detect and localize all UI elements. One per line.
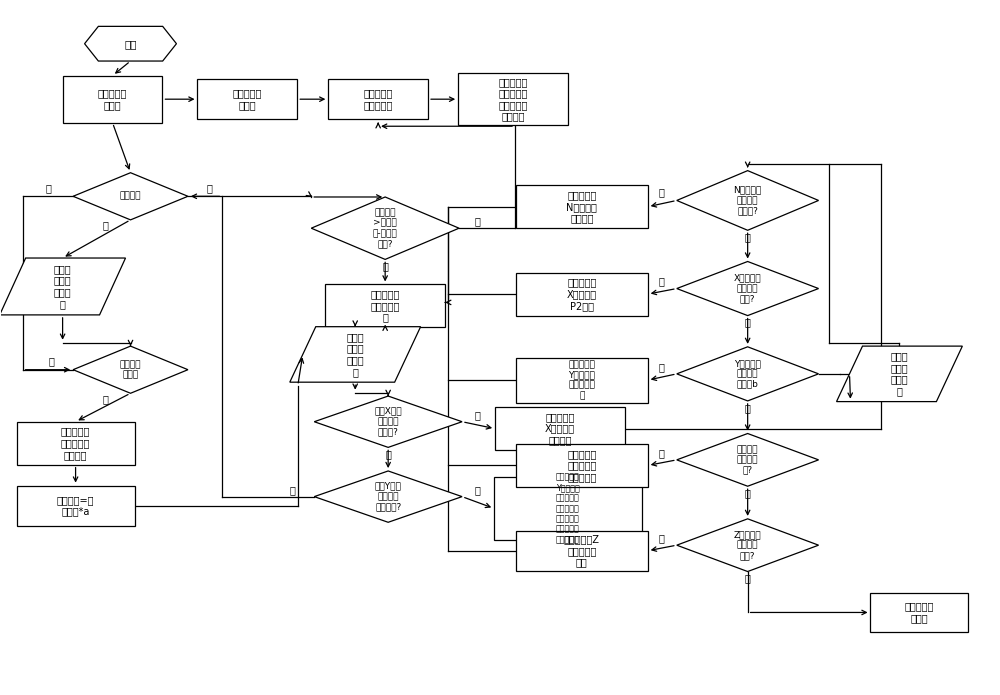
Text: 提示：关闭
Y号扇形段
辊缝控制液
压: 提示：关闭 Y号扇形段 辊缝控制液 压 <box>568 360 595 400</box>
Text: 提示：关闭
X号驱动辊
升降液压: 提示：关闭 X号驱动辊 升降液压 <box>545 412 575 445</box>
Polygon shape <box>677 519 819 571</box>
FancyBboxPatch shape <box>17 486 135 525</box>
Text: 连铸机
状态跟
踪信息
库: 连铸机 状态跟 踪信息 库 <box>346 332 364 377</box>
Text: 是: 是 <box>474 484 480 495</box>
FancyBboxPatch shape <box>458 73 568 125</box>
Polygon shape <box>677 347 819 401</box>
Polygon shape <box>311 197 459 259</box>
Text: 否: 否 <box>745 318 751 327</box>
Text: 是: 是 <box>659 187 665 197</box>
Text: 连铸机是
否浇注: 连铸机是 否浇注 <box>120 360 141 379</box>
Polygon shape <box>677 171 819 230</box>
Text: 提示：关闭
X号驱动辊
P2液压: 提示：关闭 X号驱动辊 P2液压 <box>567 277 597 311</box>
Text: 否: 否 <box>385 449 391 459</box>
FancyBboxPatch shape <box>197 79 297 120</box>
FancyBboxPatch shape <box>495 407 625 450</box>
Text: 开始: 开始 <box>124 39 137 49</box>
Text: 是: 是 <box>103 394 108 404</box>
Text: 当前Y号扇
形段辊缝
下降操作?: 当前Y号扇 形段辊缝 下降操作? <box>375 482 402 512</box>
Text: 否: 否 <box>745 232 751 243</box>
FancyBboxPatch shape <box>516 530 648 571</box>
Text: 当前X号驱
动辊力升
降操作?: 当前X号驱 动辊力升 降操作? <box>374 407 402 436</box>
Text: 提示：检查
Y号扇形段
情况，如漏
油等铸坯通
过扇形段后
关闭该段辊
缝控制液压: 提示：检查 Y号扇形段 情况，如漏 油等铸坯通 过扇形段后 关闭该段辊 缝控制液… <box>556 473 580 544</box>
Text: 油位下跌: 油位下跌 <box>120 192 141 201</box>
Text: 油箱油位历
史数据: 油箱油位历 史数据 <box>233 88 262 110</box>
Text: 连铸机
状态跟
踪信息
库: 连铸机 状态跟 踪信息 库 <box>54 264 71 309</box>
Text: Z号二冷幅
切调整不
到位?: Z号二冷幅 切调整不 到位? <box>734 530 761 560</box>
Polygon shape <box>290 327 421 382</box>
Text: 是: 是 <box>659 362 665 372</box>
Text: 提示：关闭
N号切割升
降辊液压: 提示：关闭 N号切割升 降辊液压 <box>566 190 597 223</box>
Polygon shape <box>314 471 462 522</box>
Text: 是: 是 <box>382 261 388 271</box>
Text: 是: 是 <box>474 410 480 420</box>
Polygon shape <box>73 173 188 220</box>
Text: 是: 是 <box>659 448 665 458</box>
Text: 连铸机
状态跟
踪信息
库: 连铸机 状态跟 踪信息 库 <box>891 352 908 396</box>
FancyBboxPatch shape <box>516 357 648 402</box>
FancyBboxPatch shape <box>516 185 648 228</box>
Text: 油位偏差=开
浇长度*a: 油位偏差=开 浇长度*a <box>57 495 94 516</box>
Text: 否: 否 <box>45 183 51 193</box>
Text: 计算机计算
开浇过程油
位偏差量: 计算机计算 开浇过程油 位偏差量 <box>61 427 90 460</box>
Text: 否: 否 <box>474 216 480 227</box>
Text: 连铸机开浇
过程漏油报
警: 连铸机开浇 过程漏油报 警 <box>370 289 400 322</box>
Polygon shape <box>677 261 819 316</box>
Text: 输出连铸机
液压消耗及
连铸机漏油
信息报表: 输出连铸机 液压消耗及 连铸机漏油 信息报表 <box>498 76 528 122</box>
FancyBboxPatch shape <box>870 593 968 632</box>
Text: 连铸机状态
跟踪信息库: 连铸机状态 跟踪信息库 <box>363 88 393 110</box>
Text: 否: 否 <box>289 484 295 495</box>
Polygon shape <box>0 258 126 315</box>
FancyBboxPatch shape <box>325 284 445 327</box>
Text: 是: 是 <box>103 220 108 231</box>
Text: 否: 否 <box>745 573 751 584</box>
Text: 当前结晶
器调宽操
作?: 当前结晶 器调宽操 作? <box>737 445 758 475</box>
FancyBboxPatch shape <box>516 272 648 316</box>
FancyBboxPatch shape <box>516 444 648 487</box>
Text: 油箱油位实
时检测: 油箱油位实 时检测 <box>98 88 127 110</box>
FancyBboxPatch shape <box>17 422 135 465</box>
Text: 浇注过程漏
油报警: 浇注过程漏 油报警 <box>905 602 934 623</box>
FancyBboxPatch shape <box>494 477 642 540</box>
FancyBboxPatch shape <box>328 79 428 120</box>
Polygon shape <box>314 396 462 448</box>
Text: N号切割升
降辊升降
不到位?: N号切割升 降辊升降 不到位? <box>734 186 762 215</box>
Text: 提示：停止
调宽操作，
结晶器夹紧: 提示：停止 调宽操作， 结晶器夹紧 <box>567 449 597 482</box>
Text: 油位下跌
>油位实
测-开浇偏
差量?: 油位下跌 >油位实 测-开浇偏 差量? <box>373 208 398 248</box>
Text: 提示：停止Z
号幅切喷嘴
调整: 提示：停止Z 号幅切喷嘴 调整 <box>564 534 600 567</box>
Text: Y号扇形段
辊缝大于
目标值b: Y号扇形段 辊缝大于 目标值b <box>734 359 761 389</box>
Polygon shape <box>73 346 188 393</box>
Text: X号驱动辊
力矩突然
低下?: X号驱动辊 力矩突然 低下? <box>734 274 761 304</box>
Polygon shape <box>677 434 819 486</box>
Text: 否: 否 <box>48 357 54 366</box>
Text: 否: 否 <box>745 403 751 413</box>
Text: 是: 是 <box>659 277 665 286</box>
FancyBboxPatch shape <box>63 76 162 123</box>
Text: 否: 否 <box>745 488 751 498</box>
Polygon shape <box>85 26 176 61</box>
Polygon shape <box>837 346 962 402</box>
Text: 是: 是 <box>659 533 665 543</box>
Text: 否: 否 <box>207 183 213 193</box>
